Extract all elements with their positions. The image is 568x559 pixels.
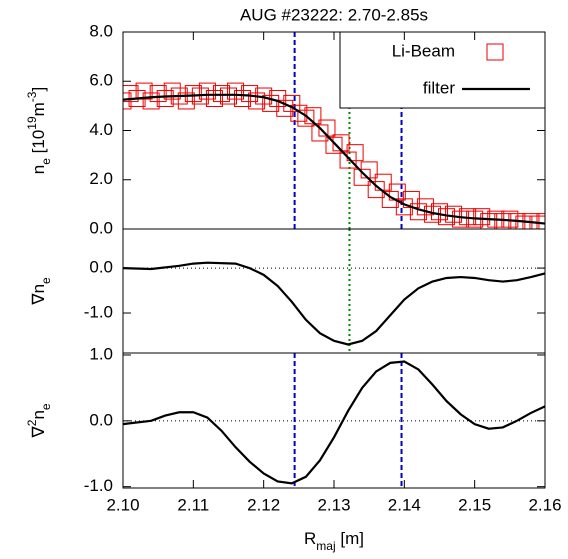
data-point <box>234 89 252 107</box>
label-part: n <box>29 410 48 419</box>
label-part: n <box>29 165 48 174</box>
data-point <box>353 168 371 186</box>
data-point <box>367 181 385 199</box>
y-tick-label: -1.0 <box>84 302 113 321</box>
legend-label: filter <box>423 78 455 97</box>
x-tick-label: 2.16 <box>528 495 561 514</box>
data-point <box>149 85 167 103</box>
label-part: ∇n <box>29 284 48 306</box>
y-tick-label: 8.0 <box>89 21 113 40</box>
data-point <box>346 144 364 162</box>
data-line <box>122 261 546 346</box>
x-tick-label: 2.13 <box>317 495 350 514</box>
data-point <box>529 215 545 229</box>
data-line <box>122 93 546 225</box>
data-point <box>325 136 343 154</box>
data-point <box>198 82 216 100</box>
label-part: [10 <box>29 130 48 158</box>
data-point <box>452 210 470 228</box>
data-point <box>311 124 329 142</box>
y-tick-label: 0.0 <box>89 410 113 429</box>
data-point <box>290 104 308 122</box>
data-point <box>184 85 202 103</box>
y-tick-label: 1.0 <box>89 344 113 363</box>
data-point <box>339 151 357 169</box>
data-point <box>536 213 545 229</box>
data-point <box>205 89 223 107</box>
y-axis-label: ∇ne <box>29 277 53 306</box>
data-point <box>381 190 399 208</box>
label-part: ∇ <box>29 426 48 439</box>
x-tick-label: 2.12 <box>247 495 280 514</box>
data-point <box>177 92 195 110</box>
data-point <box>212 85 230 103</box>
plot-frame <box>122 228 546 354</box>
legend-box <box>339 31 546 109</box>
legend-label: Li-Beam <box>392 41 455 60</box>
data-point <box>220 87 237 105</box>
data-point <box>156 89 174 107</box>
data-point <box>480 213 498 229</box>
data-point <box>227 82 245 100</box>
label-part: -3 <box>25 91 39 102</box>
data-point <box>297 109 315 127</box>
legend-marker <box>486 43 504 61</box>
data-point <box>416 198 434 216</box>
label-part: ] <box>29 87 48 92</box>
data-point <box>515 215 533 229</box>
data-point <box>123 92 132 110</box>
label-part: e <box>39 277 53 284</box>
x-tick-label: 2.10 <box>106 495 139 514</box>
y-tick-label: 4.0 <box>89 120 113 139</box>
x-tick-label: 2.14 <box>388 495 421 514</box>
y-tick-label: 0.0 <box>89 218 113 237</box>
data-point <box>123 85 139 103</box>
label-part: maj <box>316 539 335 553</box>
y-tick-label: 6.0 <box>89 71 113 90</box>
label-part: e <box>39 403 53 410</box>
x-tick-label: 2.15 <box>458 495 491 514</box>
data-point <box>494 213 512 229</box>
data-line <box>122 360 546 485</box>
y-tick-label: 2.0 <box>89 169 113 188</box>
label-part: 19 <box>25 116 39 130</box>
x-tick-label: 2.11 <box>177 495 209 514</box>
label-part: e <box>39 158 53 165</box>
label-part: R <box>304 529 316 548</box>
label-part: 2 <box>25 419 39 426</box>
plot-frame <box>122 352 546 489</box>
y-tick-label: -1.0 <box>84 476 113 495</box>
data-point <box>241 85 259 103</box>
y-axis-label: ∇2ne <box>25 403 53 439</box>
data-point <box>248 92 266 110</box>
x-axis-label: Rmaj [m] <box>304 529 364 553</box>
data-point <box>142 92 160 110</box>
label-part: [m] <box>336 529 364 548</box>
data-point <box>473 208 491 226</box>
data-point <box>262 94 280 112</box>
data-point <box>135 82 153 100</box>
label-part: m <box>29 102 48 116</box>
data-point <box>163 82 181 100</box>
y-axis-label: ne [1019m-3] <box>25 87 53 174</box>
chart-title: AUG #23222: 2.70-2.85s <box>240 5 428 24</box>
y-tick-label: 0.0 <box>89 258 113 277</box>
